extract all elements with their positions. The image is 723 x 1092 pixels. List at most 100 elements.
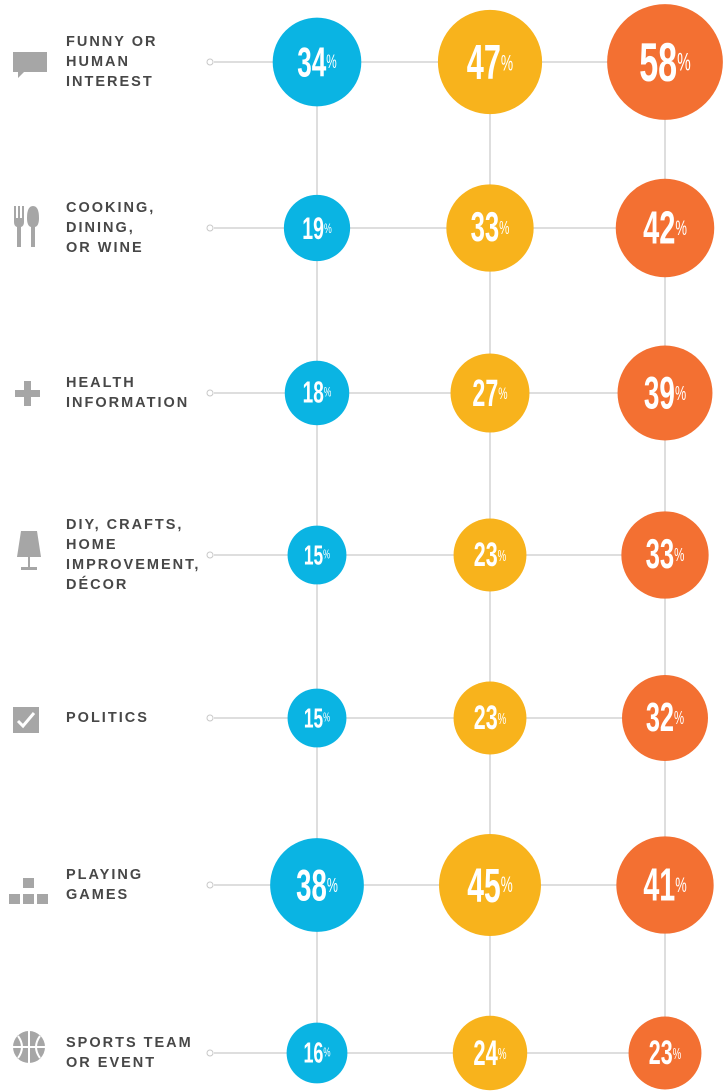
value-number: 15 bbox=[304, 539, 323, 570]
value-unit: % bbox=[675, 216, 687, 240]
bubble bbox=[622, 675, 708, 761]
bubble bbox=[283, 194, 351, 262]
bubble bbox=[452, 1015, 528, 1091]
value-label: 41% bbox=[643, 859, 686, 911]
value-label: 38% bbox=[296, 860, 338, 910]
value-label: 19% bbox=[302, 210, 332, 246]
value-label: 16% bbox=[303, 1037, 330, 1069]
bubble bbox=[607, 4, 723, 120]
bubble bbox=[616, 836, 714, 934]
value-unit: % bbox=[327, 874, 338, 897]
cross-icon bbox=[15, 381, 40, 406]
value-number: 32 bbox=[646, 695, 674, 741]
row-dot bbox=[206, 714, 214, 722]
value-label: 45% bbox=[467, 858, 512, 912]
value-unit: % bbox=[675, 382, 686, 405]
fork-spoon-icon bbox=[14, 206, 39, 247]
row-dot bbox=[206, 58, 214, 66]
value-unit: % bbox=[498, 546, 507, 564]
value-number: 58 bbox=[639, 31, 677, 92]
value-number: 34 bbox=[297, 39, 326, 86]
value-unit: % bbox=[324, 220, 332, 236]
value-number: 23 bbox=[649, 1034, 673, 1072]
icons bbox=[9, 52, 48, 1063]
row-dot bbox=[206, 224, 214, 232]
bubble bbox=[284, 360, 350, 426]
category-label: SPORTS TEAM OR EVENT bbox=[66, 1035, 193, 1071]
value-label: 27% bbox=[472, 372, 507, 414]
value-label: 33% bbox=[471, 205, 510, 251]
bubble bbox=[617, 345, 713, 441]
value-number: 33 bbox=[646, 532, 675, 578]
value-label: 23% bbox=[649, 1034, 682, 1072]
bubble bbox=[287, 688, 347, 748]
bubble bbox=[615, 178, 715, 278]
value-unit: % bbox=[324, 386, 332, 400]
category-label: PLAYING GAMES bbox=[66, 867, 144, 903]
bubble bbox=[439, 834, 541, 936]
value-number: 41 bbox=[643, 859, 675, 911]
category-label: COOKING, DINING, OR WINE bbox=[66, 200, 156, 256]
value-unit: % bbox=[677, 48, 691, 76]
value-label: 23% bbox=[474, 536, 507, 574]
value-number: 33 bbox=[471, 205, 500, 251]
bubble bbox=[453, 518, 527, 592]
value-number: 42 bbox=[643, 202, 675, 254]
value-label: 47% bbox=[467, 34, 513, 89]
value-unit: % bbox=[498, 1044, 507, 1062]
value-number: 18 bbox=[303, 376, 324, 410]
value-unit: % bbox=[498, 383, 507, 402]
bubble bbox=[270, 838, 364, 932]
bubble bbox=[450, 353, 530, 433]
value-number: 45 bbox=[467, 858, 500, 912]
bubble bbox=[286, 1022, 348, 1084]
value-label: 32% bbox=[646, 695, 685, 741]
bubble bbox=[621, 511, 709, 599]
value-label: 23% bbox=[474, 699, 507, 737]
bubble bbox=[287, 525, 347, 585]
row-dot bbox=[206, 389, 214, 397]
value-label: 24% bbox=[473, 1033, 506, 1073]
category-label: DIY, CRAFTS, HOME IMPROVEMENT, DÉCOR bbox=[66, 517, 201, 593]
value-unit: % bbox=[501, 873, 513, 897]
value-label: 34% bbox=[297, 39, 336, 86]
value-number: 47 bbox=[467, 34, 501, 89]
category-label: FUNNY OR HUMAN INTEREST bbox=[66, 34, 158, 90]
value-label: 18% bbox=[303, 376, 332, 410]
value-label: 15% bbox=[304, 539, 330, 570]
bubble bbox=[453, 681, 527, 755]
lamp-icon bbox=[17, 531, 41, 570]
value-label: 39% bbox=[644, 368, 686, 418]
value-unit: % bbox=[674, 545, 684, 565]
value-unit: % bbox=[498, 709, 507, 727]
value-number: 24 bbox=[473, 1033, 498, 1073]
value-unit: % bbox=[499, 218, 509, 238]
bubble bbox=[628, 1016, 702, 1090]
bubble bbox=[272, 17, 362, 107]
value-unit: % bbox=[323, 548, 330, 561]
value-unit: % bbox=[674, 708, 684, 728]
bubble bbox=[446, 184, 534, 272]
value-label: 42% bbox=[643, 202, 687, 254]
value-number: 23 bbox=[474, 536, 498, 574]
value-unit: % bbox=[675, 873, 686, 897]
value-number: 27 bbox=[472, 372, 498, 414]
speech-icon bbox=[13, 52, 47, 78]
value-unit: % bbox=[673, 1044, 682, 1062]
category-label: HEALTH INFORMATION bbox=[66, 375, 190, 411]
bubble bbox=[437, 9, 543, 115]
ball-lines bbox=[13, 1031, 45, 1063]
value-unit: % bbox=[323, 1046, 330, 1060]
value-number: 38 bbox=[296, 860, 327, 910]
value-label: 33% bbox=[646, 532, 685, 578]
check-mark bbox=[16, 712, 36, 729]
value-number: 23 bbox=[474, 699, 498, 737]
row-dot bbox=[206, 1049, 214, 1057]
value-label: 15% bbox=[304, 702, 330, 733]
check-icon bbox=[13, 707, 39, 733]
value-unit: % bbox=[323, 711, 330, 724]
value-unit: % bbox=[501, 49, 513, 74]
value-number: 16 bbox=[303, 1037, 323, 1069]
